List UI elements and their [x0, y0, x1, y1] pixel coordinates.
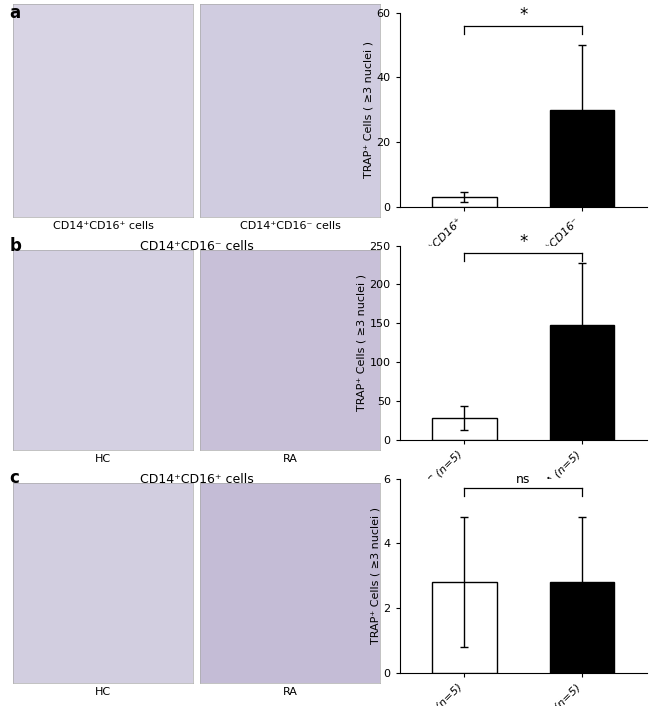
- Bar: [432, 197, 497, 207]
- Y-axis label: TRAP⁺ Cells ( ≥3 nuclei ): TRAP⁺ Cells ( ≥3 nuclei ): [370, 507, 381, 644]
- Text: CD14⁺CD16⁻ cells: CD14⁺CD16⁻ cells: [140, 240, 254, 253]
- Text: ns: ns: [516, 473, 530, 486]
- Bar: [550, 582, 614, 673]
- Text: c: c: [10, 469, 20, 487]
- Text: *: *: [519, 6, 527, 23]
- Y-axis label: TRAP⁺ Cells ( ≥3 nuclei ): TRAP⁺ Cells ( ≥3 nuclei ): [364, 41, 374, 178]
- X-axis label: HC: HC: [95, 454, 111, 464]
- Text: b: b: [10, 237, 21, 254]
- Bar: [550, 325, 614, 440]
- X-axis label: CD14⁺CD16⁺ cells: CD14⁺CD16⁺ cells: [53, 221, 153, 231]
- X-axis label: CD14⁺CD16⁻ cells: CD14⁺CD16⁻ cells: [240, 221, 341, 231]
- Text: *: *: [519, 234, 527, 251]
- Bar: [550, 109, 614, 207]
- X-axis label: RA: RA: [283, 454, 298, 464]
- Y-axis label: TRAP⁺ Cells ( ≥3 nuclei ): TRAP⁺ Cells ( ≥3 nuclei ): [357, 274, 367, 411]
- Text: a: a: [10, 4, 21, 21]
- Text: CD14⁺CD16⁺ cells: CD14⁺CD16⁺ cells: [140, 473, 254, 486]
- X-axis label: HC: HC: [95, 687, 111, 697]
- Bar: [432, 582, 497, 673]
- X-axis label: RA: RA: [283, 687, 298, 697]
- Bar: [432, 418, 497, 440]
